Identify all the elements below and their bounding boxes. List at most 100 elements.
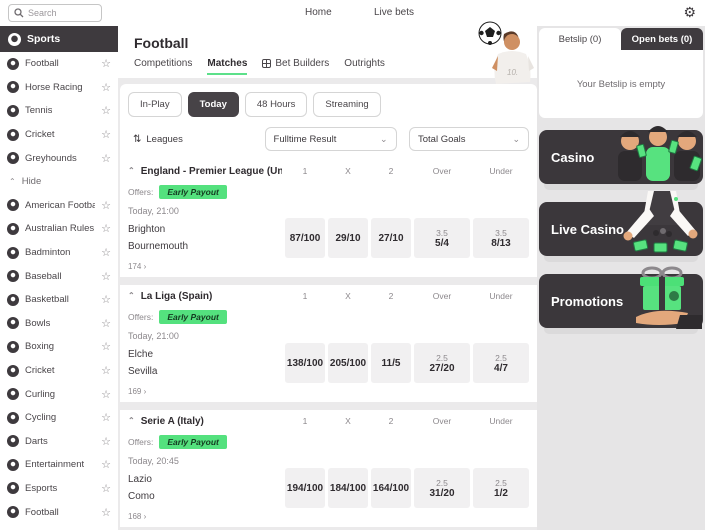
tab[interactable]: Matches [207, 58, 248, 75]
market-dropdown[interactable]: Total Goals ⌄ [409, 127, 529, 151]
live-casino-banner[interactable]: Live Casino [539, 191, 703, 256]
sidebar-item[interactable]: Tennis ☆ [0, 99, 118, 123]
match-teams[interactable]: Brighton Bournemouth [128, 221, 282, 255]
sidebar-item[interactable]: Greyhounds ☆ [0, 146, 118, 170]
odds-button-draw[interactable]: 205/100 [328, 343, 368, 383]
sidebar-item[interactable]: Horse Racing ☆ [0, 76, 118, 100]
star-icon[interactable]: ☆ [101, 129, 111, 142]
star-icon[interactable]: ☆ [101, 459, 111, 472]
sidebar-item-label: Cricket [25, 129, 55, 141]
sidebar-item[interactable]: American Football ☆ [0, 194, 118, 218]
more-markets-link[interactable]: 168 › [128, 512, 147, 521]
filter-pill[interactable]: Streaming [313, 92, 381, 117]
tab[interactable]: Outrights [344, 58, 385, 75]
football-icon [7, 57, 19, 70]
odds-button-home[interactable]: 87/100 [285, 218, 325, 258]
odds-button-away[interactable]: 11/5 [371, 343, 411, 383]
sidebar-hide-toggle[interactable]: ⌃ Hide [0, 170, 118, 194]
star-icon[interactable]: ☆ [101, 152, 111, 165]
sidebar-item[interactable]: Darts ☆ [0, 430, 118, 454]
market-dropdown[interactable]: Fulltime Result ⌄ [264, 127, 397, 151]
sidebar-item[interactable]: Football ☆ [0, 500, 118, 524]
sidebar-item[interactable]: Football ☆ [0, 52, 118, 76]
odds-button-under[interactable]: 2.5 1/2 [473, 468, 529, 508]
odds-button-away[interactable]: 27/10 [371, 218, 411, 258]
star-icon[interactable]: ☆ [101, 412, 111, 425]
league-header[interactable]: ⌃ England - Premier League (United King.… [128, 166, 282, 177]
nav-link-home[interactable]: Home [305, 7, 332, 18]
sidebar-item[interactable]: Cricket ☆ [0, 359, 118, 383]
top-bar: Home Live bets ⚙ [0, 0, 705, 26]
sidebar-item[interactable]: Baseball ☆ [0, 264, 118, 288]
nav-link-live-bets[interactable]: Live bets [374, 7, 415, 18]
match-teams[interactable]: Elche Sevilla [128, 346, 282, 380]
more-markets-link[interactable]: 169 › [128, 387, 147, 396]
odds-button-home[interactable]: 194/100 [285, 468, 325, 508]
column-header-2: 2 [388, 291, 394, 301]
star-icon[interactable]: ☆ [101, 81, 111, 94]
tab[interactable]: Bet Builders [262, 58, 329, 75]
sidebar-item[interactable]: Bowls ☆ [0, 312, 118, 336]
search-input[interactable] [28, 8, 90, 18]
star-icon[interactable]: ☆ [101, 435, 111, 448]
odds-button-over[interactable]: 3.5 5/4 [414, 218, 470, 258]
star-icon[interactable]: ☆ [101, 506, 111, 519]
star-icon[interactable]: ☆ [101, 199, 111, 212]
star-icon[interactable]: ☆ [101, 317, 111, 330]
filter-pill[interactable]: In-Play [128, 92, 182, 117]
odds-button-over[interactable]: 2.5 31/20 [414, 468, 470, 508]
star-icon[interactable]: ☆ [101, 105, 111, 118]
basketball-icon [7, 293, 19, 306]
odds-button-away[interactable]: 164/100 [371, 468, 411, 508]
odds-button-draw[interactable]: 29/10 [328, 218, 368, 258]
entertainment-icon [7, 458, 19, 471]
search-box[interactable] [8, 4, 102, 22]
tennis-icon [7, 104, 19, 117]
star-icon[interactable]: ☆ [101, 247, 111, 260]
tab-label: Competitions [134, 58, 193, 69]
sidebar-item[interactable]: Cycling ☆ [0, 406, 118, 430]
sidebar-item[interactable]: Entertainment ☆ [0, 453, 118, 477]
star-icon[interactable]: ☆ [101, 58, 111, 71]
tab-betslip[interactable]: Betslip (0) [539, 28, 621, 50]
sidebar-item[interactable]: Australian Rules Foot... ☆ [0, 217, 118, 241]
league-section: ⌃ England - Premier League (United King.… [120, 160, 537, 285]
column-header-x: X [345, 291, 351, 301]
tab[interactable]: Competitions [134, 58, 192, 75]
under-line: 3.5 [495, 227, 507, 238]
filter-pill[interactable]: 48 Hours [244, 92, 308, 117]
chevron-up-icon: ⌃ [128, 291, 135, 300]
odds-button-over[interactable]: 2.5 27/20 [414, 343, 470, 383]
odds-button-home[interactable]: 138/100 [285, 343, 325, 383]
sidebar-item[interactable]: Curling ☆ [0, 382, 118, 406]
tab-open-bets[interactable]: Open bets (0) [621, 28, 703, 50]
sidebar-header-sports[interactable]: Sports [0, 26, 118, 52]
casino-banner[interactable]: Casino [539, 126, 703, 184]
gear-icon[interactable]: ⚙ [683, 4, 696, 20]
match-teams[interactable]: Lazio Como [128, 471, 282, 505]
star-icon[interactable]: ☆ [101, 270, 111, 283]
sidebar-item[interactable]: Basketball ☆ [0, 288, 118, 312]
league-header[interactable]: ⌃ La Liga (Spain) [128, 291, 282, 302]
star-icon[interactable]: ☆ [101, 341, 111, 354]
sidebar-item-label: American Football [25, 199, 96, 211]
sidebar-item[interactable]: Esports ☆ [0, 477, 118, 501]
sidebar-item-label: Esports [25, 482, 58, 494]
star-icon[interactable]: ☆ [101, 294, 111, 307]
sidebar-item[interactable]: Cricket ☆ [0, 123, 118, 147]
sidebar-item[interactable]: Boxing ☆ [0, 335, 118, 359]
star-icon[interactable]: ☆ [101, 223, 111, 236]
promotions-banner[interactable]: Promotions [539, 266, 703, 329]
star-icon[interactable]: ☆ [101, 388, 111, 401]
odds-button-under[interactable]: 2.5 4/7 [473, 343, 529, 383]
more-markets-link[interactable]: 174 › [128, 262, 147, 271]
star-icon[interactable]: ☆ [101, 365, 111, 378]
leagues-sort-button[interactable]: ⇅ Leagues [128, 134, 183, 145]
odds-button-draw[interactable]: 184/100 [328, 468, 368, 508]
sidebar-item[interactable]: Badminton ☆ [0, 241, 118, 265]
league-header[interactable]: ⌃ Serie A (Italy) [128, 416, 282, 427]
filter-pill[interactable]: Today [187, 92, 239, 117]
bet-builders-icon [262, 59, 272, 68]
odds-button-under[interactable]: 3.5 8/13 [473, 218, 529, 258]
star-icon[interactable]: ☆ [101, 482, 111, 495]
